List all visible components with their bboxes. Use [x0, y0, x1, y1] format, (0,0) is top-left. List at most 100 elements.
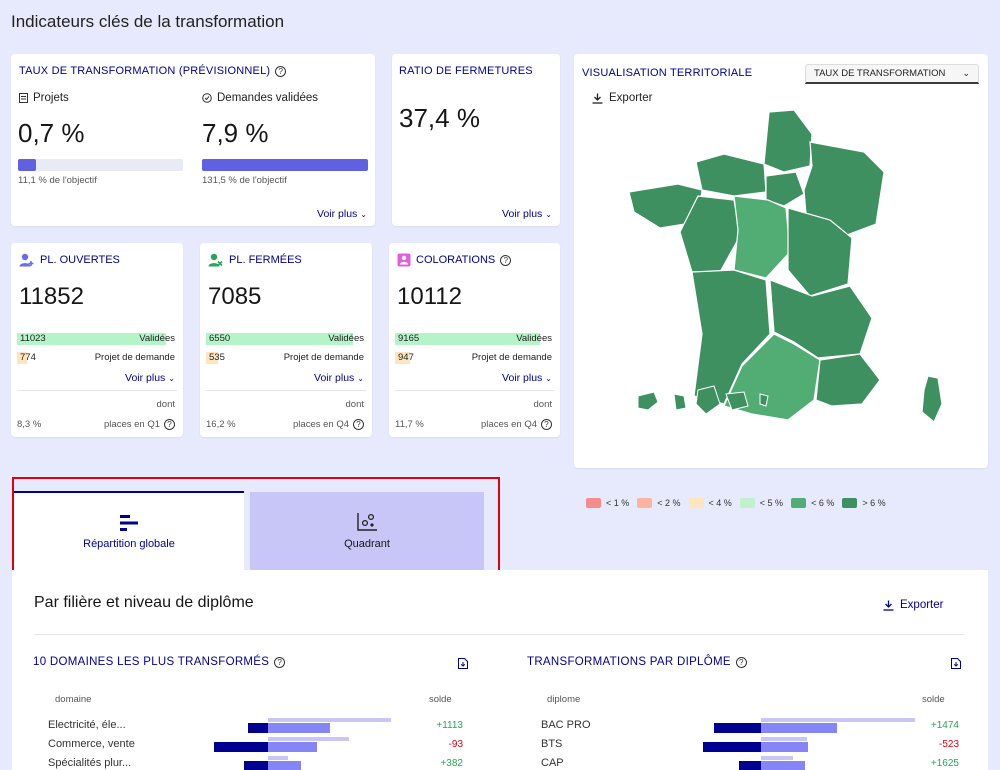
pl-ouvertes-validees: 11023 Validées — [17, 333, 177, 345]
help-icon[interactable]: ? — [541, 419, 552, 430]
taux-title-row: TAUX DE TRANSFORMATION (PRÉVISIONNEL) ? — [19, 65, 287, 77]
diplome-bar-mid — [761, 742, 808, 752]
user-remove-icon — [208, 253, 223, 267]
projets-value: 0,7 % — [18, 118, 85, 148]
island-guyane — [695, 385, 721, 415]
help-icon[interactable]: ? — [164, 419, 175, 430]
dont-label: dont — [345, 399, 365, 410]
demandes-progress — [202, 159, 368, 171]
legend-item: > 6 % — [842, 498, 886, 508]
domaine-bar-light — [268, 756, 288, 760]
domaines-title-row: 10 DOMAINES LES PLUS TRANSFORMÉS? — [33, 656, 286, 668]
map-legend: < 1 % < 2 % < 4 % < 5 % < 6 % > 6 % — [586, 498, 886, 508]
island-mayotte — [759, 393, 769, 407]
domaine-bar-dark — [214, 742, 268, 752]
tab-repartition-globale[interactable]: Répartition globale — [14, 491, 244, 571]
col-header-solde: solde — [429, 694, 452, 705]
diplomes-title-row: TRANSFORMATIONS PAR DIPLÔME? — [527, 656, 747, 668]
taux-title: TAUX DE TRANSFORMATION (PRÉVISIONNEL) — [19, 65, 271, 77]
domaine-label: Commerce, vente — [48, 738, 135, 750]
chevron-down-icon: ⌄ — [360, 209, 367, 219]
diplome-solde: +1474 — [930, 720, 959, 731]
diplome-label: BTS — [541, 738, 563, 750]
map-title: VISUALISATION TERRITORIALE — [582, 67, 753, 79]
pct-q: 11,7 % — [395, 419, 424, 430]
island-la-reunion — [725, 391, 749, 411]
diplome-bar-dark — [739, 761, 761, 770]
pct-q: 8,3 % — [17, 419, 42, 430]
pl-ouvertes-projet: 774 Projet de demande — [17, 352, 177, 364]
diplome-bar-light — [761, 737, 807, 741]
pct-q: 16,2 % — [206, 419, 236, 430]
chevron-down-icon: ⌄ — [357, 373, 364, 383]
indicator-select[interactable]: TAUX DE TRANSFORMATION ⌄ — [805, 64, 979, 84]
help-icon[interactable]: ? — [735, 656, 747, 668]
diplome-solde: -523 — [938, 739, 959, 750]
file-export-icon[interactable] — [458, 658, 468, 669]
chevron-down-icon: ⌄ — [545, 373, 552, 383]
demandes-label-row: Demandes validées — [202, 92, 318, 104]
page-title: Indicateurs clés de la transformation — [11, 12, 285, 31]
region-normandie — [695, 153, 767, 197]
validees-bar-fill — [206, 333, 354, 345]
file-export-icon[interactable] — [951, 658, 961, 669]
domaine-label: Spécialités plur... — [48, 757, 132, 769]
domaine-bar-mid — [268, 723, 330, 733]
colorations-validees: 9165 Validées — [395, 333, 554, 345]
domaine-bar-mid — [268, 742, 317, 752]
help-icon[interactable]: ? — [274, 656, 286, 668]
projets-label: Projets — [33, 92, 69, 104]
help-icon[interactable]: ? — [275, 65, 287, 77]
projet-bar-fill — [17, 352, 28, 364]
legend-swatch — [739, 498, 755, 508]
legend-swatch — [791, 498, 807, 508]
validees-bar-fill — [17, 333, 166, 345]
bar-chart-icon — [120, 515, 138, 531]
map-export-button[interactable]: Exporter — [592, 92, 652, 104]
validees-bar-fill — [395, 333, 540, 345]
domaine-bar-light — [268, 718, 391, 722]
region-provence-alpes-cote-azur — [815, 353, 881, 407]
pl-fermees-voir-plus[interactable]: Voir plus ⌄ — [314, 372, 364, 384]
legend-item: < 4 % — [688, 498, 732, 508]
demandes-caption: 131,5 % de l'objectif — [202, 175, 287, 186]
panel-divider — [34, 634, 964, 635]
tab-quadrant[interactable]: Quadrant — [250, 492, 484, 570]
pl-ouvertes-value: 11852 — [19, 283, 84, 310]
domaine-solde: -93 — [448, 739, 463, 750]
domaine-bar-dark — [248, 723, 268, 733]
legend-item: < 1 % — [586, 498, 629, 508]
domaine-bar-mid — [268, 761, 301, 770]
legend-swatch — [637, 498, 653, 508]
island-martinique — [673, 393, 687, 411]
region-bourgogne-franche-comte — [787, 207, 853, 297]
diplome-bar-dark — [703, 742, 761, 752]
region-hauts-de-france — [763, 109, 813, 173]
diplome-bar-light — [761, 756, 793, 760]
projets-progress-fill — [18, 159, 37, 171]
ratio-voir-plus[interactable]: Voir plus ⌄ — [502, 208, 552, 220]
domaine-solde: +1113 — [436, 720, 463, 731]
region-nouvelle-aquitaine — [691, 269, 771, 405]
taux-voir-plus[interactable]: Voir plus ⌄ — [317, 208, 367, 220]
repartition-panel: Par filière et niveau de diplôme Exporte… — [12, 570, 988, 770]
ratio-card: RATIO DE FERMETURES 37,4 % Voir plus ⌄ — [392, 54, 560, 226]
dont-label: dont — [156, 399, 176, 410]
france-map[interactable] — [574, 104, 988, 424]
pl-fermees-title-row: PL. FERMÉES — [208, 253, 302, 267]
projets-caption: 11,1 % de l'objectif — [18, 175, 97, 186]
colorations-voir-plus[interactable]: Voir plus ⌄ — [502, 372, 552, 384]
region-ile-de-france — [765, 171, 805, 207]
help-icon[interactable]: ? — [500, 254, 512, 266]
col-header-domaine: domaine — [55, 694, 92, 705]
help-icon[interactable]: ? — [353, 419, 364, 430]
pl-ouvertes-title-row: PL. OUVERTES — [19, 253, 120, 267]
ratio-title: RATIO DE FERMETURES — [399, 65, 533, 77]
pl-ouvertes-voir-plus[interactable]: Voir plus ⌄ — [125, 372, 175, 384]
user-add-icon — [19, 253, 34, 267]
region-corse — [921, 375, 943, 423]
pl-ouvertes-card: PL. OUVERTES 11852 11023 Validées 774 Proj… — [11, 243, 183, 437]
panel-export-button[interactable]: Exporter — [883, 599, 943, 611]
diplome-bar-mid — [761, 761, 805, 770]
projet-bar-fill — [206, 352, 218, 364]
